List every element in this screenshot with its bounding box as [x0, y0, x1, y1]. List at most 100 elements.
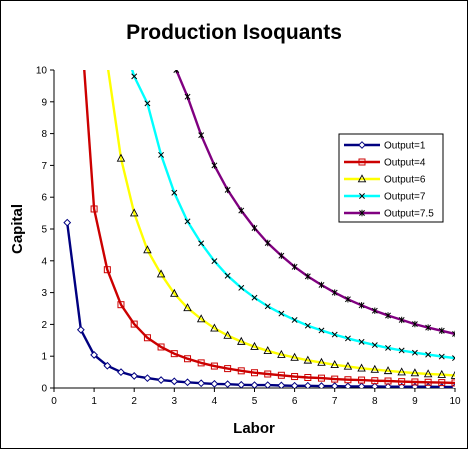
series-output-7-5-point: [264, 239, 271, 247]
y-axis-label: Capital: [9, 204, 26, 254]
series-output-6-point: [383, 366, 393, 375]
series-output-1-point: [424, 382, 433, 388]
y-tick-label: 0: [41, 384, 47, 395]
series-output-4-point: [264, 370, 272, 378]
series-output-4-point: [210, 362, 218, 370]
legend-output-1: Output=1: [344, 141, 426, 152]
legend-output-4: Output=4: [344, 158, 426, 169]
series-output-7-point: [158, 151, 165, 158]
legend-output-1-point: [358, 141, 366, 149]
series-output-7-5-line: [175, 70, 455, 336]
series-output-1-point: [277, 381, 286, 388]
series-output-7-point: [171, 189, 178, 196]
series-output-7-point: [411, 349, 418, 356]
series-output-1-line: [66, 222, 455, 388]
series-output-7-5-point: [358, 302, 365, 309]
series-output-1-point: [357, 382, 366, 388]
y-tick-label: 8: [41, 129, 47, 140]
series-output-4-point: [451, 379, 455, 387]
series-output-7-5-point: [425, 324, 432, 331]
series-output-6-point: [343, 361, 353, 370]
series-output-4-point: [103, 266, 111, 274]
series-output-7-5-point: [398, 316, 405, 324]
series-output-1-point: [330, 382, 339, 388]
series-output-6-point: [156, 269, 166, 278]
series-output-7-point: [278, 310, 285, 317]
series-output-1-point: [103, 361, 112, 370]
legend-box: [338, 133, 444, 223]
series-output-7-5: [173, 70, 455, 338]
series-output-7-point: [425, 351, 432, 358]
series-output-7-point: [438, 353, 445, 360]
series-output-4-point: [117, 301, 125, 309]
series-output-7-5-point: [304, 273, 311, 280]
x-tick-label: 10: [449, 396, 461, 407]
y-tick-label: 10: [36, 66, 48, 77]
y-tick-label: 6: [41, 193, 47, 204]
series-output-7-5-point: [278, 252, 285, 259]
series-output-6-point: [290, 352, 299, 361]
series-output-7-5-point: [344, 296, 351, 303]
legend-output-7-label: Output=7: [384, 192, 426, 203]
x-tick-label: 0: [51, 396, 57, 407]
series-output-4-line: [83, 70, 455, 385]
series-output-7-5-point: [411, 320, 418, 328]
series-output-6-point: [437, 369, 447, 378]
series-output-7-point: [238, 284, 245, 291]
legend-output-7: Output=7: [344, 192, 426, 203]
series-output-4-point: [197, 359, 205, 367]
x-tick-label: 7: [332, 396, 338, 407]
series-output-7-5-point: [452, 330, 455, 338]
series-output-7-point: [304, 322, 311, 329]
series-output-1-point: [237, 380, 246, 388]
series-output-7-point: [131, 73, 138, 80]
series-output-1-point: [76, 325, 85, 334]
series-output-7-point: [264, 303, 271, 310]
series-output-1-point: [223, 380, 232, 388]
series-output-4-point: [317, 374, 325, 382]
series-output-7-5-point: [211, 162, 218, 169]
series-output-4-point: [170, 350, 178, 358]
legend-output-4-point: [358, 158, 366, 166]
legend: Output=1 Output=4 Output=6 Output=7 Output=7…: [338, 133, 444, 223]
series-output-4-point: [237, 367, 245, 375]
series-output-1-point: [183, 378, 192, 387]
series-output-6-point: [397, 367, 406, 376]
series-output-6-point: [263, 346, 272, 355]
series-output-7-5-point: [238, 207, 245, 214]
legend-output-7-5-label: Output=7.5: [384, 209, 434, 220]
legend-output-7-5-point: [359, 209, 365, 217]
series-output-1-point: [344, 382, 352, 388]
series-output-4-point: [251, 369, 258, 377]
series-output-7-point: [251, 294, 258, 301]
series-output-7-point: [452, 355, 455, 362]
series-output-6-point: [370, 364, 380, 373]
chart-title: Production Isoquants: [126, 21, 342, 44]
series-output-1-point: [410, 382, 419, 388]
series-output-1-point: [384, 382, 392, 388]
series-output-6-point: [317, 357, 326, 366]
series-output-1-point: [370, 382, 379, 388]
series-output-1: [63, 218, 455, 388]
series-output-7-point: [385, 344, 391, 351]
series-output-4-point: [398, 378, 406, 386]
series-output-6-point: [129, 208, 139, 217]
series-output-6-point: [143, 245, 152, 254]
series-output-7-5-point: [184, 93, 191, 100]
series-output-4-point: [371, 377, 379, 385]
series-output-7-5-point: [173, 70, 180, 74]
series-output-1-point: [63, 218, 72, 227]
series-output-7-point: [371, 342, 378, 349]
series-output-6: [107, 70, 455, 379]
series-output-1-point: [317, 382, 326, 388]
series-output-4-point: [331, 375, 339, 383]
series-output-7-point: [398, 347, 405, 354]
series-output-1-point: [250, 381, 259, 388]
series-output-1-point: [157, 376, 165, 384]
series-output-7-point: [224, 272, 231, 279]
x-tick-label: 1: [91, 396, 97, 407]
series-output-6-point: [210, 323, 219, 332]
x-tick-label: 2: [131, 396, 137, 407]
series-output-6-point: [423, 369, 433, 378]
series-output-7-5-point: [251, 224, 258, 232]
